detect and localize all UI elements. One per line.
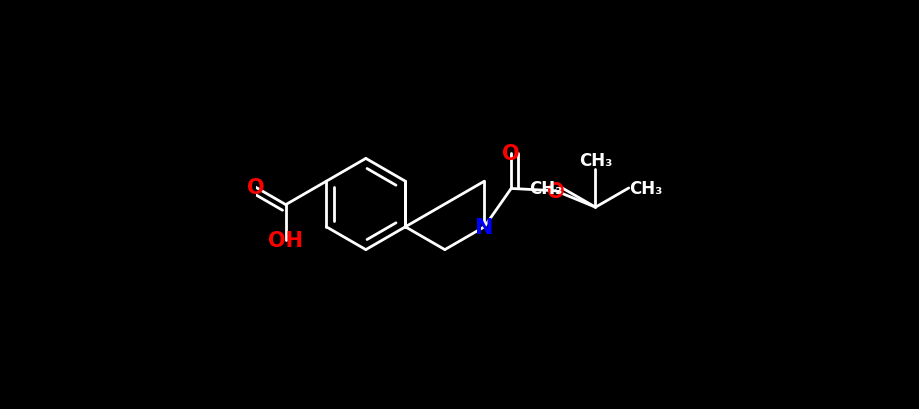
Text: O: O xyxy=(246,178,264,198)
Text: OH: OH xyxy=(268,230,303,250)
Text: CH₃: CH₃ xyxy=(528,180,562,198)
Text: CH₃: CH₃ xyxy=(579,151,612,169)
Text: O: O xyxy=(503,144,520,164)
Text: N: N xyxy=(475,217,494,237)
Text: CH₃: CH₃ xyxy=(629,180,662,198)
Text: O: O xyxy=(547,181,564,201)
